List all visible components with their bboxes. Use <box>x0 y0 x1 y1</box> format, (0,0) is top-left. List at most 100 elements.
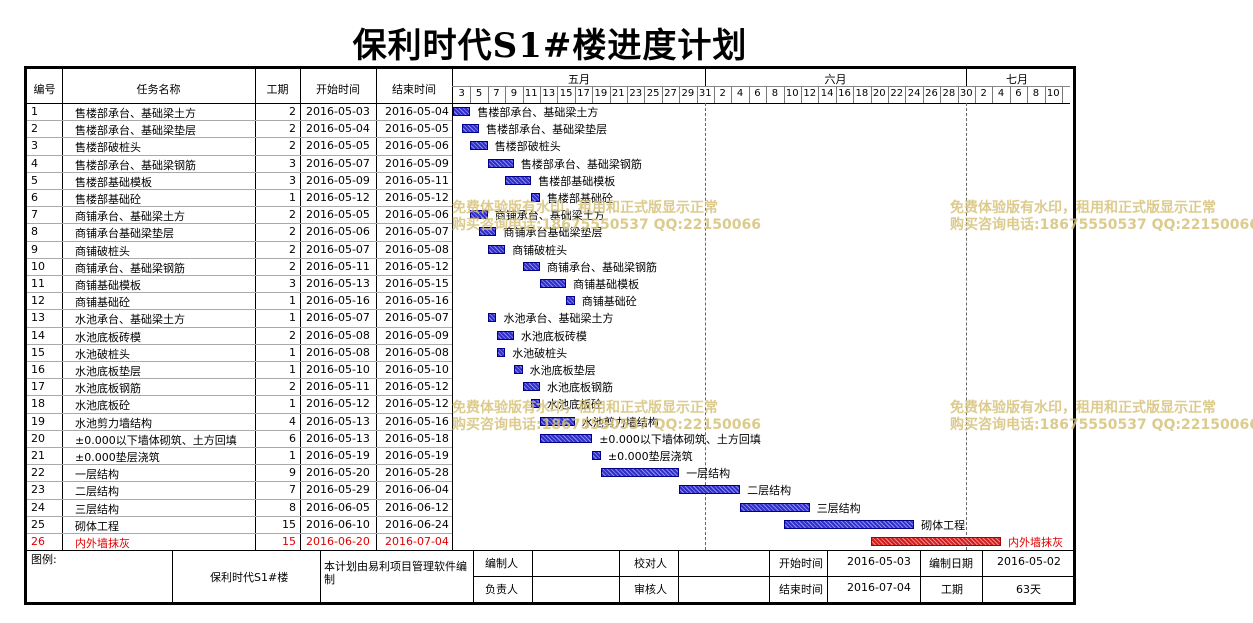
task-row[interactable]: 4 售楼部承台、基础梁钢筋 3 2016-05-07 2016-05-09 <box>27 155 452 172</box>
task-end: 2016-05-12 <box>385 380 449 394</box>
task-row[interactable]: 3 售楼部破桩头 2 2016-05-05 2016-05-06 <box>27 137 452 154</box>
task-row[interactable]: 2 售楼部承台、基础梁垫层 2 2016-05-04 2016-05-05 <box>27 120 452 137</box>
task-row[interactable]: 10 商铺承台、基础梁钢筋 2 2016-05-11 2016-05-12 <box>27 258 452 275</box>
task-start: 2016-05-07 <box>306 242 370 256</box>
task-bar[interactable] <box>540 416 575 426</box>
task-bar[interactable] <box>679 485 741 495</box>
task-bar-label: 水池底板钢筋 <box>547 381 613 395</box>
task-name: 商铺基础砼 <box>75 296 130 310</box>
task-start: 2016-05-13 <box>306 431 370 445</box>
task-bar[interactable] <box>496 347 506 357</box>
task-row[interactable]: 15 水池破桩头 1 2016-05-08 2016-05-08 <box>27 344 452 361</box>
task-row[interactable]: 9 商铺破桩头 2 2016-05-07 2016-05-08 <box>27 241 452 258</box>
task-name: 水池底板钢筋 <box>75 382 141 396</box>
task-row[interactable]: 5 售楼部基础模板 3 2016-05-09 2016-05-11 <box>27 172 452 189</box>
task-start: 2016-06-05 <box>306 500 370 514</box>
task-bar[interactable] <box>505 175 532 185</box>
task-bar-label: 水池承台、基础梁土方 <box>503 312 614 326</box>
task-row[interactable]: 18 水池底板砼 1 2016-05-12 2016-05-12 <box>27 395 452 412</box>
task-id: 13 <box>31 311 45 325</box>
task-start: 2016-05-07 <box>306 156 370 170</box>
task-bar[interactable] <box>592 451 601 460</box>
task-start: 2016-05-06 <box>306 225 370 239</box>
row-divider <box>27 464 452 466</box>
task-row[interactable]: 11 商铺基础模板 3 2016-05-13 2016-05-15 <box>27 275 452 292</box>
task-bar[interactable] <box>540 433 593 443</box>
task-bar[interactable] <box>461 124 480 134</box>
tick-divider <box>731 86 733 103</box>
task-row[interactable]: 19 水池剪力墙结构 4 2016-05-13 2016-05-16 <box>27 413 452 430</box>
task-bar-label: 水池破桩头 <box>512 346 568 360</box>
task-name: 水池底板垫层 <box>75 365 141 378</box>
task-id: 4 <box>31 156 38 170</box>
task-name: 一层结构 <box>75 468 119 482</box>
task-id: 25 <box>31 517 45 531</box>
task-row[interactable]: 21 ±0.000垫层浇筑 1 2016-05-19 2016-05-19 <box>27 447 452 464</box>
task-bar[interactable] <box>487 158 514 168</box>
task-bar[interactable] <box>522 261 540 271</box>
task-duration: 1 <box>289 397 296 411</box>
task-duration: 1 <box>289 363 296 376</box>
row-divider <box>27 533 452 534</box>
footer-divider <box>473 550 474 602</box>
task-duration: 9 <box>289 466 296 480</box>
row-divider <box>27 275 452 276</box>
task-bar[interactable] <box>470 141 488 151</box>
task-bar[interactable] <box>470 210 488 220</box>
task-bar[interactable] <box>487 244 506 254</box>
task-row[interactable]: 16 水池底板垫层 1 2016-05-10 2016-05-10 <box>27 361 452 378</box>
task-duration: 1 <box>289 311 296 325</box>
task-name: 售楼部承台、基础梁垫层 <box>75 124 196 138</box>
task-bar-label: 三层结构 <box>816 501 861 515</box>
project-name: 保利时代S1#楼 <box>210 571 289 584</box>
tick-divider <box>905 86 907 103</box>
task-duration: 2 <box>289 122 296 136</box>
task-id: 23 <box>31 483 45 497</box>
tick-divider <box>835 86 837 103</box>
task-duration: 4 <box>289 414 296 428</box>
task-bar[interactable] <box>566 296 575 306</box>
task-row[interactable]: 17 水池底板钢筋 2 2016-05-11 2016-05-12 <box>27 378 452 395</box>
task-id: 7 <box>31 208 38 222</box>
task-row[interactable]: 12 商铺基础砼 1 2016-05-16 2016-05-16 <box>27 292 452 309</box>
task-start: 2016-05-08 <box>306 345 370 359</box>
task-bar[interactable] <box>496 330 514 340</box>
task-row[interactable]: 14 水池底板砖模 2 2016-05-08 2016-05-09 <box>27 327 452 344</box>
reviewer-label: 审核人 <box>634 583 667 596</box>
task-bar[interactable] <box>513 365 523 374</box>
task-row[interactable]: 13 水池承台、基础梁土方 1 2016-05-07 2016-05-07 <box>27 309 452 326</box>
responsible-label: 负责人 <box>485 583 518 596</box>
task-bar[interactable] <box>540 279 567 288</box>
tick-divider <box>940 86 942 103</box>
task-bar[interactable] <box>600 468 680 478</box>
task-end: 2016-05-12 <box>385 259 449 273</box>
task-row[interactable]: 23 二层结构 7 2016-05-29 2016-06-04 <box>27 481 452 498</box>
task-bar[interactable] <box>531 193 540 202</box>
task-row[interactable]: 22 一层结构 9 2016-05-20 2016-05-28 <box>27 464 452 481</box>
task-bar[interactable] <box>487 313 497 323</box>
task-bar[interactable] <box>531 399 540 409</box>
task-bar[interactable] <box>479 227 497 237</box>
task-id: 8 <box>31 225 38 239</box>
task-bar[interactable] <box>783 519 915 529</box>
tick-divider <box>679 86 681 103</box>
task-row[interactable]: 20 ±0.000以下墙体砌筑、土方回填 6 2016-05-13 2016-05-18 <box>27 430 452 447</box>
task-bar[interactable] <box>740 502 810 512</box>
task-end: 2016-05-06 <box>385 139 449 153</box>
tick-divider <box>975 86 976 103</box>
task-bar-label: 水池底板砼 <box>547 398 602 412</box>
task-row[interactable]: 25 砌体工程 15 2016-06-10 2016-06-24 <box>27 516 452 533</box>
task-row[interactable]: 26 内外墙抹灰 15 2016-06-20 2016-07-04 <box>27 533 452 550</box>
task-bar[interactable] <box>522 382 540 392</box>
task-row[interactable]: 8 商铺承台基础梁垫层 2 2016-05-06 2016-05-07 <box>27 223 452 240</box>
software-note: 本计划由易利项目管理软件编制 <box>324 560 467 586</box>
task-bar-label: 商铺基础模板 <box>573 278 640 291</box>
task-row[interactable]: 1 售楼部承台、基础梁土方 2 2016-05-03 2016-05-04 <box>27 103 452 120</box>
task-bar[interactable] <box>870 537 1002 546</box>
task-row[interactable]: 6 售楼部基础砼 1 2016-05-12 2016-05-12 <box>27 189 452 206</box>
task-bar[interactable] <box>453 107 471 116</box>
task-row[interactable]: 7 商铺承台、基础梁土方 2 2016-05-05 2016-05-06 <box>27 206 452 223</box>
task-name: 商铺承台基础梁垫层 <box>75 227 174 241</box>
table-bottom <box>27 550 1073 552</box>
task-row[interactable]: 24 三层结构 8 2016-06-05 2016-06-12 <box>27 499 452 516</box>
